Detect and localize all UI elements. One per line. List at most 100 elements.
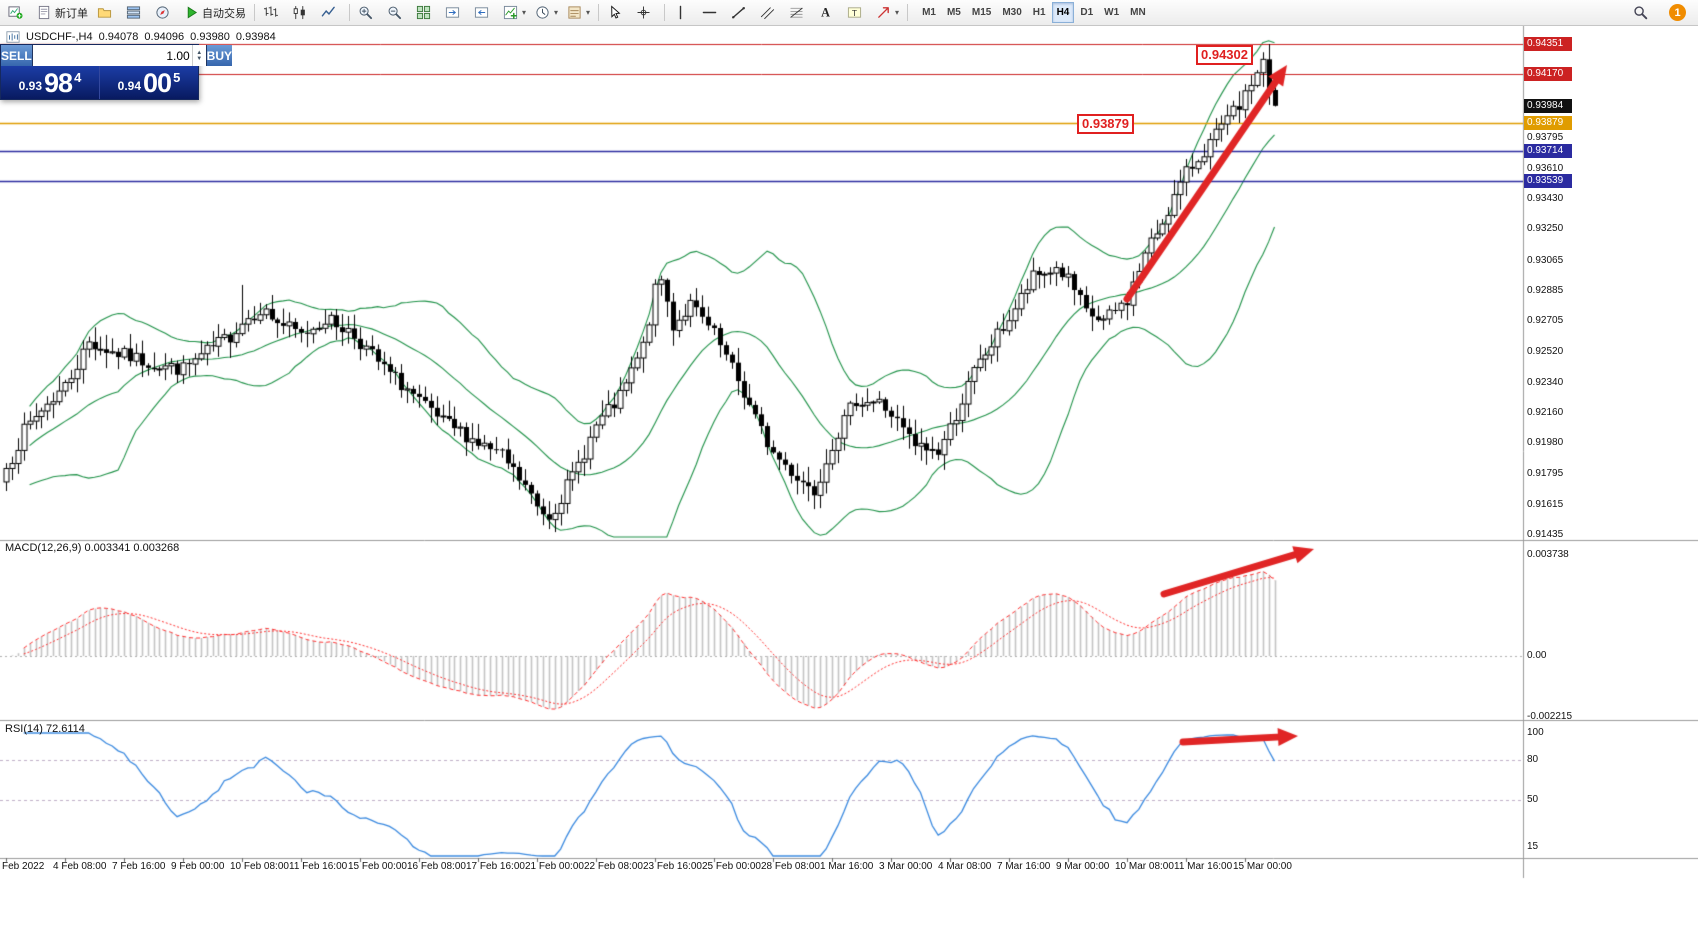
x-axis-date-label: 3 Mar 00:00 [879, 861, 933, 872]
indicators-button[interactable]: ▾ [499, 1, 530, 24]
buy-button[interactable]: BUY [206, 45, 233, 66]
spinner-down-icon[interactable]: ▼ [196, 55, 203, 62]
cursor-button[interactable] [603, 1, 631, 24]
rsi-axis-label: 15 [1527, 841, 1539, 852]
bar-chart-icon [263, 5, 278, 20]
profiles-button[interactable] [93, 1, 121, 24]
x-axis-date-label: 9 Mar 00:00 [1056, 861, 1110, 872]
price-level-badge: 0.93879 [1524, 116, 1572, 131]
zoom-out-button[interactable] [383, 1, 411, 24]
hline-icon [702, 5, 717, 20]
macd-axis-zero: 0.00 [1527, 650, 1547, 661]
rsi-axis-label: 50 [1527, 794, 1539, 806]
y-axis-label: 0.92340 [1527, 376, 1564, 388]
volume-spinner: ▲ ▼ [191, 45, 206, 66]
symbol-period: USDCHF-,H4 [26, 30, 93, 43]
x-axis-date-label: 11 Mar 16:00 [1174, 861, 1233, 872]
timeframe-h1[interactable]: H1 [1032, 7, 1046, 18]
y-axis-label: 0.92520 [1527, 346, 1564, 358]
periods-icon [535, 5, 550, 20]
crosshair-icon [636, 5, 651, 20]
timeframe-m5[interactable]: M5 [946, 7, 961, 18]
sell-price[interactable]: 0.93 98 4 [1, 66, 100, 99]
x-axis-date-label: 7 Feb 16:00 [112, 861, 166, 872]
timeframe-mn[interactable]: MN [1130, 7, 1146, 18]
autotrading-label: 自动交易 [202, 7, 246, 20]
chevron-down-icon: ▾ [895, 8, 900, 17]
y-axis-label: 0.93065 [1527, 254, 1564, 266]
x-axis-date-label: 17 Feb 16:00 [466, 861, 525, 872]
candlestick-chart-button[interactable] [288, 1, 316, 24]
zoom-in-icon [358, 5, 373, 20]
sell-button[interactable]: SELL [1, 45, 32, 66]
chart-shift-button[interactable] [441, 1, 469, 24]
crosshair-button[interactable] [632, 1, 660, 24]
timeframe-m1[interactable]: M1 [922, 7, 936, 18]
timeframe-h4[interactable]: H4 [1051, 2, 1075, 23]
notifications-badge[interactable]: 1 [1669, 4, 1686, 21]
price-level-badge: 0.93539 [1524, 173, 1572, 188]
chart-shift-icon [445, 5, 460, 20]
equidistant-channel-button[interactable] [756, 1, 784, 24]
templates-button[interactable]: ▾ [563, 1, 594, 24]
buy-price-big: 00 [143, 67, 172, 98]
text-label-button[interactable]: T [843, 1, 871, 24]
autotrading-button[interactable]: 自动交易 [180, 1, 250, 24]
new-chart-button[interactable] [4, 1, 32, 24]
arrows-button[interactable]: ▾ [872, 1, 903, 24]
y-axis-label: 0.91615 [1527, 498, 1564, 510]
x-axis-date-label: 28 Feb 08:00 [761, 861, 820, 872]
y-axis-label: 0.91980 [1527, 437, 1564, 449]
timeframe-m30[interactable]: M30 [1002, 7, 1022, 18]
trendline-icon [731, 5, 746, 20]
x-axis-date-label: 15 Feb 00:00 [348, 861, 407, 872]
fibonacci-button[interactable] [785, 1, 813, 24]
macd-label: MACD(12,26,9) 0.003341 0.003268 [5, 542, 180, 554]
svg-text:T: T [852, 8, 857, 18]
navigator-button[interactable] [151, 1, 179, 24]
tile-windows-button[interactable] [412, 1, 440, 24]
zoom-in-button[interactable] [354, 1, 382, 24]
buy-price[interactable]: 0.94 00 5 [100, 66, 198, 99]
x-axis-date-label: 21 Feb 00:00 [525, 861, 584, 872]
chart-window-icon [5, 29, 20, 44]
ohlc-open: 0.94078 [98, 30, 139, 43]
price-annotation-093879[interactable]: 0.93879 [1077, 114, 1134, 134]
line-chart-icon [321, 5, 336, 20]
svg-text:A: A [821, 6, 830, 20]
timeframe-w1[interactable]: W1 [1104, 7, 1120, 18]
y-axis-label: 0.93795 [1527, 131, 1564, 143]
volume-input[interactable] [32, 45, 192, 66]
toolbar-separator [907, 4, 909, 21]
x-axis-date-label: 9 Feb 00:00 [171, 861, 225, 872]
tile-windows-icon [416, 5, 431, 20]
trendline-button[interactable] [727, 1, 755, 24]
ohlc-high: 0.94096 [144, 30, 185, 43]
x-axis-date-label: 15 Mar 00:00 [1233, 861, 1292, 872]
auto-scroll-button[interactable] [470, 1, 498, 24]
timeframe-d1[interactable]: D1 [1080, 7, 1094, 18]
price-annotation-094302[interactable]: 0.94302 [1196, 45, 1253, 65]
horizontal-line-button[interactable] [698, 1, 726, 24]
text-button[interactable]: A [814, 1, 842, 24]
new-order-button[interactable]: 新订单 [33, 1, 92, 24]
x-axis-date-label: 7 Mar 16:00 [997, 861, 1051, 872]
indicators-icon [503, 5, 518, 20]
spinner-up-icon[interactable]: ▲ [196, 49, 203, 56]
new-order-icon [37, 5, 52, 20]
toolbar-separator [664, 4, 666, 21]
market-watch-icon [126, 5, 141, 20]
periods-button[interactable]: ▾ [531, 1, 562, 24]
buy-price-sup: 5 [173, 69, 181, 85]
chevron-down-icon: ▾ [554, 8, 559, 17]
bar-chart-button[interactable] [259, 1, 287, 24]
x-axis-date-label: 25 Feb 00:00 [702, 861, 761, 872]
search-button[interactable] [1629, 1, 1657, 24]
x-axis-date-label: 4 Feb 08:00 [53, 861, 107, 872]
market-watch-button[interactable] [122, 1, 150, 24]
line-chart-button[interactable] [317, 1, 345, 24]
ohlc-close: 0.93984 [235, 30, 276, 43]
timeframe-m15[interactable]: M15 [971, 7, 992, 18]
vertical-line-button[interactable] [669, 1, 697, 24]
